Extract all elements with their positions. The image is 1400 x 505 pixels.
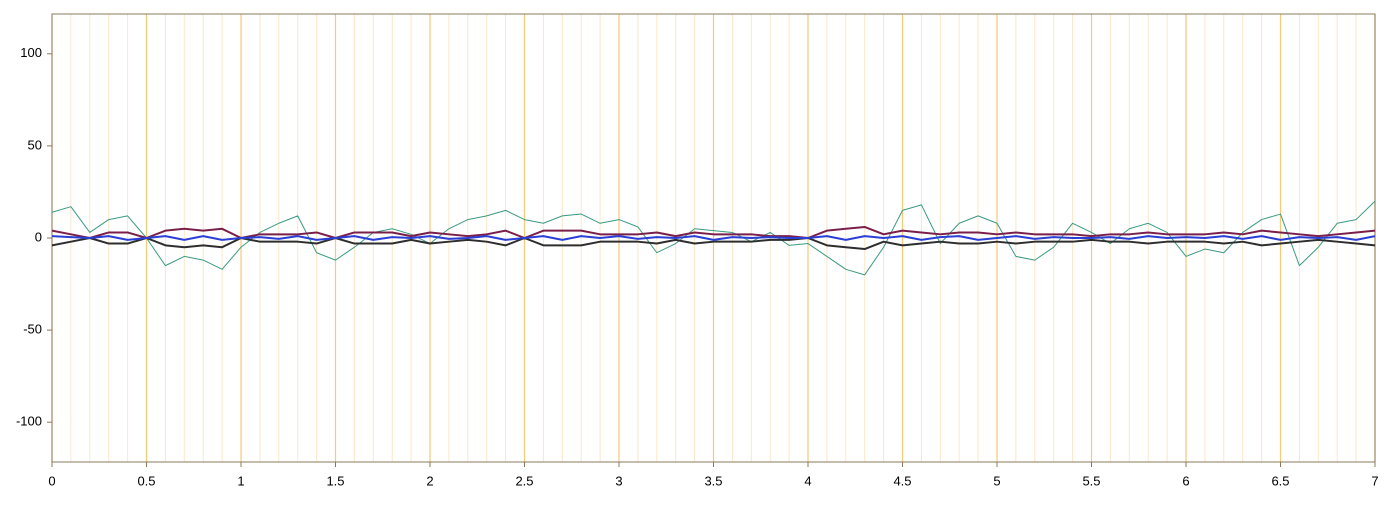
x-tick-label: 0 <box>48 473 55 488</box>
x-tick-label: 5 <box>993 473 1000 488</box>
x-tick-label: 3 <box>615 473 622 488</box>
x-tick-label: 6 <box>1182 473 1189 488</box>
y-tick-label: -100 <box>16 414 42 429</box>
x-tick-label: 4 <box>804 473 811 488</box>
x-tick-label: 2 <box>426 473 433 488</box>
y-tick-label: 100 <box>20 45 42 60</box>
x-tick-label: 3.5 <box>704 473 722 488</box>
x-tick-label: 6.5 <box>1271 473 1289 488</box>
x-tick-label: 5.5 <box>1082 473 1100 488</box>
x-tick-label: 1 <box>237 473 244 488</box>
series-line <box>51 237 1376 251</box>
x-tick-label: 0.5 <box>137 473 155 488</box>
series-line <box>51 225 1376 239</box>
plot-frame <box>51 13 1376 463</box>
x-tick-label: 4.5 <box>893 473 911 488</box>
series-line <box>51 235 1376 241</box>
y-tick-label: 50 <box>28 137 42 152</box>
y-tick-label: 0 <box>35 229 42 244</box>
y-tick-label: -50 <box>23 322 42 337</box>
x-tick-label: 2.5 <box>515 473 533 488</box>
x-tick-label: 1.5 <box>326 473 344 488</box>
x-tick-label: 7 <box>1371 473 1378 488</box>
series-line <box>51 200 1376 276</box>
